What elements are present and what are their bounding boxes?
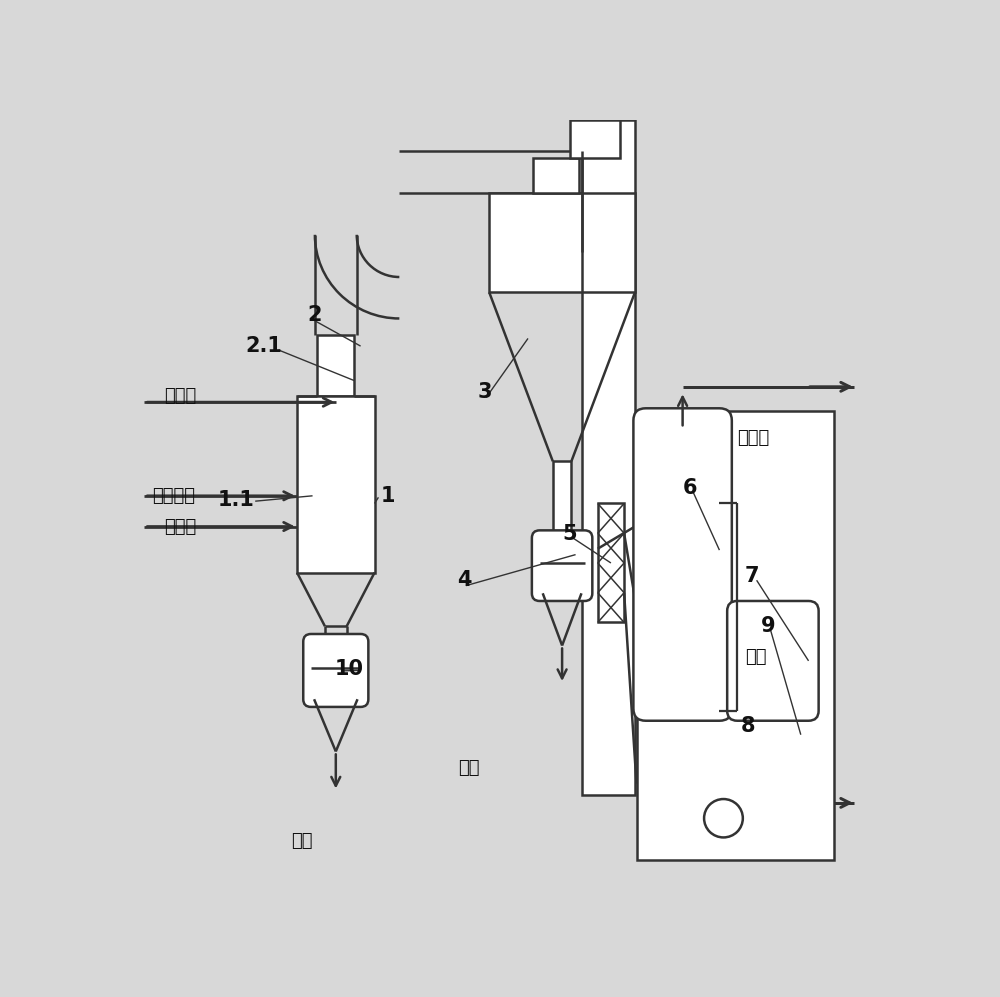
Text: 合成气: 合成气	[737, 430, 770, 448]
Text: 干粉燃料: 干粉燃料	[152, 487, 195, 504]
FancyBboxPatch shape	[727, 601, 819, 721]
Text: 3: 3	[478, 382, 492, 402]
Bar	[637, 412, 834, 860]
Bar	[297, 396, 375, 572]
Text: 1.1: 1.1	[218, 490, 255, 509]
Text: 2: 2	[307, 305, 322, 325]
Text: 4: 4	[457, 570, 471, 590]
Text: 5: 5	[563, 524, 578, 544]
FancyBboxPatch shape	[303, 634, 368, 707]
Bar	[533, 159, 579, 192]
Bar	[570, 120, 620, 159]
Text: 气化剂: 气化剂	[164, 517, 196, 535]
FancyBboxPatch shape	[633, 409, 732, 721]
Text: 7: 7	[745, 566, 760, 586]
Bar	[582, 120, 635, 796]
Text: 干煤粉: 干煤粉	[164, 387, 196, 405]
Text: 9: 9	[761, 616, 775, 636]
Bar	[598, 503, 624, 622]
Bar	[489, 192, 635, 292]
Text: 1: 1	[381, 486, 395, 505]
Text: 2.1: 2.1	[245, 336, 282, 356]
Bar	[317, 335, 354, 396]
Text: 炉渣: 炉渣	[292, 832, 313, 850]
Circle shape	[704, 799, 743, 837]
Text: 焦油: 焦油	[745, 648, 767, 666]
Bar	[553, 462, 571, 538]
Text: 8: 8	[741, 716, 756, 736]
Text: 10: 10	[334, 659, 363, 679]
FancyBboxPatch shape	[532, 530, 592, 601]
Text: 半焦: 半焦	[458, 760, 480, 778]
Text: 6: 6	[683, 479, 698, 498]
